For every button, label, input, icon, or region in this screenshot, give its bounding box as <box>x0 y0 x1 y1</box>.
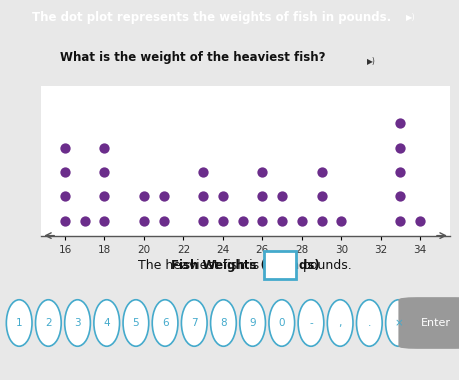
Ellipse shape <box>211 300 236 346</box>
Ellipse shape <box>94 300 119 346</box>
Ellipse shape <box>386 300 411 346</box>
Point <box>160 193 168 200</box>
Point <box>318 169 325 175</box>
Point <box>239 218 246 224</box>
Point <box>318 218 325 224</box>
Text: 5: 5 <box>133 318 139 328</box>
Text: 6: 6 <box>162 318 168 328</box>
Text: 8: 8 <box>220 318 227 328</box>
Point <box>279 218 286 224</box>
X-axis label: Fish Weights (pounds): Fish Weights (pounds) <box>171 259 320 272</box>
Text: ,: , <box>338 318 342 328</box>
Point <box>397 218 404 224</box>
Ellipse shape <box>181 300 207 346</box>
Text: 2: 2 <box>45 318 52 328</box>
Point <box>140 218 148 224</box>
Point <box>397 144 404 150</box>
Point <box>397 169 404 175</box>
Ellipse shape <box>327 300 353 346</box>
Text: pounds.: pounds. <box>303 258 353 272</box>
Text: .: . <box>368 318 371 328</box>
Point <box>81 218 89 224</box>
Point <box>101 144 108 150</box>
Ellipse shape <box>240 300 265 346</box>
Point <box>62 218 69 224</box>
Ellipse shape <box>35 300 61 346</box>
Point <box>219 218 227 224</box>
Text: -: - <box>309 318 313 328</box>
Point <box>259 169 266 175</box>
FancyBboxPatch shape <box>264 251 296 279</box>
Point <box>338 218 345 224</box>
Text: 1: 1 <box>16 318 22 328</box>
Point <box>200 218 207 224</box>
Ellipse shape <box>298 300 324 346</box>
Point <box>62 193 69 200</box>
Point <box>417 218 424 224</box>
Point <box>62 169 69 175</box>
Point <box>397 120 404 126</box>
Point <box>200 169 207 175</box>
Text: 0: 0 <box>279 318 285 328</box>
Text: The heaviest fish is: The heaviest fish is <box>138 258 259 272</box>
Point <box>160 218 168 224</box>
Text: 7: 7 <box>191 318 197 328</box>
Ellipse shape <box>357 300 382 346</box>
Ellipse shape <box>65 300 90 346</box>
Text: Enter: Enter <box>421 318 451 328</box>
Point <box>298 218 306 224</box>
Ellipse shape <box>123 300 149 346</box>
Ellipse shape <box>6 300 32 346</box>
Point <box>397 193 404 200</box>
Text: The dot plot represents the weights of fish in pounds.: The dot plot represents the weights of f… <box>32 11 391 24</box>
Point <box>200 193 207 200</box>
Point <box>219 193 227 200</box>
Point <box>101 169 108 175</box>
Ellipse shape <box>269 300 295 346</box>
Text: 4: 4 <box>103 318 110 328</box>
Text: 9: 9 <box>249 318 256 328</box>
Text: ▶): ▶) <box>406 13 416 22</box>
Point <box>62 144 69 150</box>
Point <box>318 193 325 200</box>
Text: ▶): ▶) <box>367 57 376 66</box>
FancyBboxPatch shape <box>398 297 459 349</box>
Point <box>279 193 286 200</box>
Point <box>140 193 148 200</box>
Point <box>101 218 108 224</box>
Point <box>259 218 266 224</box>
Point <box>101 193 108 200</box>
Ellipse shape <box>152 300 178 346</box>
Text: ×: × <box>394 318 403 328</box>
Text: 3: 3 <box>74 318 81 328</box>
Text: What is the weight of the heaviest fish?: What is the weight of the heaviest fish? <box>60 51 325 64</box>
Point <box>259 193 266 200</box>
